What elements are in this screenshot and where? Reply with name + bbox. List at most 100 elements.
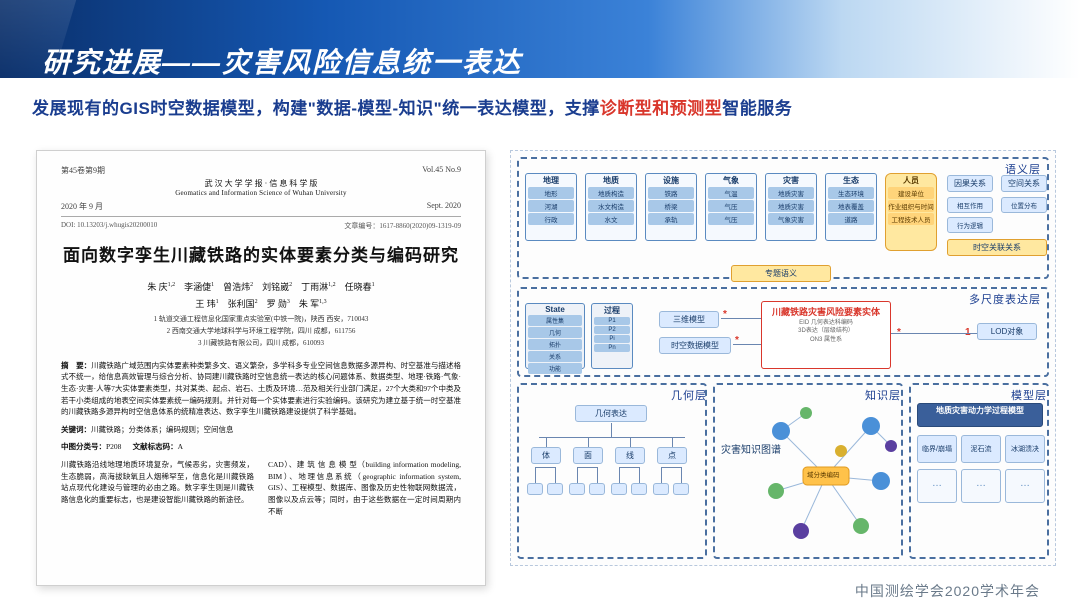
- semantic-sub: 建设单位: [888, 187, 934, 199]
- model-item: 临界/崩塌: [917, 435, 957, 463]
- semantic-col-5: 生态生态环境地表覆盖道路: [825, 173, 877, 241]
- paper-kw: 川藏铁路；分类体系；编码规则；空间信息: [91, 425, 234, 434]
- semantic-col-title: 人员: [903, 175, 919, 186]
- semantic-sub: 行政: [528, 213, 574, 225]
- semantic-col-0: 地理地形河湖行政: [525, 173, 577, 241]
- semantic-col-1: 地质地质构造水文构造水文: [585, 173, 637, 241]
- stcode-box: 时空关联关系: [947, 239, 1047, 256]
- semantic-sub: 铁路: [648, 187, 694, 199]
- cls-label: 中图分类号：: [61, 442, 106, 451]
- semantic-col-title: 地质: [603, 175, 619, 186]
- semantic-col-title: 地理: [543, 175, 559, 186]
- paper-doi: DOI: 10.13203/j.whugis20200010: [61, 221, 157, 231]
- paper-volume: 第45卷第9期: [61, 165, 105, 176]
- proc-item: Pi: [594, 335, 630, 343]
- semantic-sub: 气压: [708, 200, 754, 212]
- geom-subchild: [673, 483, 689, 495]
- paper-authors-1: 朱 庆1,2 李涵倢1 曾浩炜2 刘铭崴2 丁雨淋1,2 任晓春1: [61, 280, 461, 293]
- proc-item: Pn: [594, 344, 630, 352]
- journal-en: Geomatics and Information Science of Wuh…: [61, 189, 461, 197]
- semantic-col-title: 生态: [843, 175, 859, 186]
- paper-vol-en: Vol.45 No.9: [422, 165, 461, 176]
- state-box: State 属性集几何拓扑关系功能: [525, 303, 585, 369]
- model-label: 模型层: [1011, 387, 1047, 403]
- model-item-dots: …: [961, 469, 1001, 503]
- center-s1: EID 几何表达科编码: [798, 319, 854, 327]
- state-item: 几何: [528, 327, 582, 338]
- journal-cn: 武 汉 大 学 学 报 · 信 息 科 学 版: [61, 178, 461, 189]
- subtitle-part2: 智能服务: [722, 99, 792, 118]
- center-s2: 3D表达（层级结构）: [798, 327, 854, 335]
- geom-root: 几何表达: [575, 405, 647, 422]
- doc-label: 文献标志码：: [133, 442, 178, 451]
- paper-col1: 川藏铁路沿线地理地质环境复杂，气候恶劣，灾害频发，生态脆弱，高海拔缺氧且人烟稀罕…: [61, 459, 254, 517]
- semantic-sub: 地质灾害: [768, 200, 814, 212]
- subtitle-part1: 发展现有的GIS时空数据模型，构建"数据-模型-知识"统一表达模型，支撑: [32, 99, 600, 118]
- kg-center-label: 域分类编码: [807, 469, 840, 479]
- zty-box: 专题语义: [731, 265, 831, 282]
- semantic-col-6: 人员建设单位作业组织与时间工程技术人员: [885, 173, 937, 251]
- geom-subchild: [653, 483, 669, 495]
- rel-box-2: 空间关系: [1001, 175, 1047, 192]
- paper-artno: 文章编号：1617-8860(2020)09-1319-09: [344, 221, 461, 231]
- semantic-sub: 气压: [708, 213, 754, 225]
- semantic-sub: 道路: [828, 213, 874, 225]
- semantic-sub: 地质构造: [588, 187, 634, 199]
- rel-sub-2: 位置分布: [1001, 197, 1047, 213]
- semantic-sub: 地形: [528, 187, 574, 199]
- rel-sub-3: 行为逻辑: [947, 217, 993, 233]
- state-item: 属性集: [528, 315, 582, 326]
- proc-item: P1: [594, 317, 630, 325]
- paper-title: 面向数字孪生川藏铁路的实体要素分类与编码研究: [61, 241, 461, 266]
- proc-title: 过程: [604, 305, 620, 316]
- state-item: 关系: [528, 351, 582, 362]
- paper-cls: P208: [106, 442, 121, 451]
- semantic-sub: 作业组织与时间: [888, 200, 934, 212]
- subtitle: 发展现有的GIS时空数据模型，构建"数据-模型-知识"统一表达模型，支撑诊断型和…: [32, 94, 1048, 119]
- geom-child: 点: [657, 447, 687, 464]
- paper-authors-2: 王 玮1 张利国2 罗 勋3 朱 军1,3: [61, 297, 461, 310]
- model-title-box: 地质灾害动力学过程模型: [917, 403, 1043, 427]
- semantic-sub: 河湖: [528, 200, 574, 212]
- affil-3: 3 川藏铁路有限公司，四川 成都，610093: [61, 338, 461, 350]
- semantic-col-title: 灾害: [783, 175, 799, 186]
- paper-abstract: 川藏铁路广域范围内实体要素种类繁多文、语义繁杂，多学科多专业空间信息数据多源异构…: [61, 361, 461, 417]
- diagram-panel: 语义层 因果关系 空间关系 相互作用 位置分布 行为逻辑 时空关联关系 专题语义…: [510, 150, 1056, 566]
- scale-label: 多尺度表达层: [969, 291, 1041, 307]
- affil-2: 2 西南交通大学地球科学与环境工程学院，四川 成都，611756: [61, 326, 461, 338]
- geom-subchild: [589, 483, 605, 495]
- center-entity-title: 川藏铁路灾害风险要素实体: [770, 303, 882, 318]
- header-banner: 研究进展——灾害风险信息统一表达: [0, 0, 1080, 78]
- semantic-sub: 桥梁: [648, 200, 694, 212]
- subtitle-red: 诊断型和预测型: [600, 99, 723, 118]
- paper-doc: A: [178, 442, 183, 451]
- state-item: 功能: [528, 363, 582, 374]
- geom-child: 面: [573, 447, 603, 464]
- rel-sub-1: 相互作用: [947, 197, 993, 213]
- semantic-col-title: 设施: [663, 175, 679, 186]
- geometry-label: 几何层: [671, 387, 707, 403]
- center-s3: ON3 属性系: [798, 336, 854, 344]
- paper-col2: CAD）、建 筑 信 息 模 型（building information mo…: [268, 459, 461, 517]
- model-item: 冰湖溃决: [1005, 435, 1045, 463]
- lod-box: LOD对象: [977, 323, 1037, 340]
- geom-subchild: [611, 483, 627, 495]
- paper-date-cn: 2020 年 9 月: [61, 201, 103, 212]
- geom-subchild: [527, 483, 543, 495]
- footer-text: 中国测绘学会2020学术年会: [855, 581, 1040, 601]
- semantic-col-4: 灾害地质灾害地质灾害气象灾害: [765, 173, 817, 241]
- semantic-sub: 生态环境: [828, 187, 874, 199]
- semantic-sub: 气象灾害: [768, 213, 814, 225]
- geom-child: 体: [531, 447, 561, 464]
- scale-l1: 三维模型: [659, 311, 719, 328]
- semantic-sub: 工程技术人员: [888, 213, 934, 225]
- kw-label: 关键词：: [61, 425, 91, 434]
- slide-title: 研究进展——灾害风险信息统一表达: [42, 41, 522, 81]
- semantic-col-title: 气象: [723, 175, 739, 186]
- rel-box-1: 因果关系: [947, 175, 993, 192]
- semantic-sub: 气温: [708, 187, 754, 199]
- state-title: State: [545, 305, 565, 314]
- semantic-col-3: 气象气温气压气压: [705, 173, 757, 241]
- semantic-sub: 地质灾害: [768, 187, 814, 199]
- model-item-dots: …: [1005, 469, 1045, 503]
